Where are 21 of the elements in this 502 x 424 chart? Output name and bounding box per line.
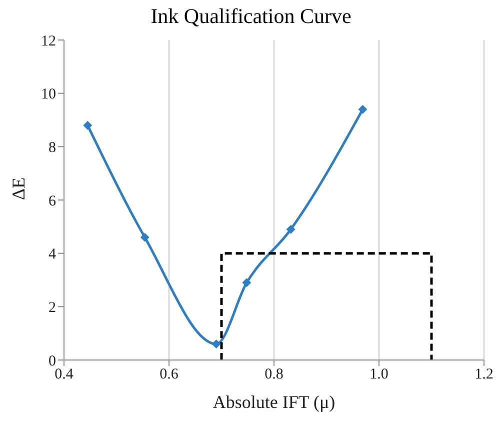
point: [358, 104, 368, 114]
x-tick-label: 1.2: [474, 366, 494, 383]
y-tick-label: 0: [48, 353, 56, 370]
x-tick-label: 0.4: [54, 366, 74, 383]
y-tick-label: 8: [48, 140, 56, 156]
y-tick-label: 4: [48, 246, 56, 263]
point: [140, 232, 150, 242]
x-axis-title: Absolute IFT (μ): [212, 392, 336, 412]
y-tick-label: 6: [48, 193, 56, 210]
x-tick-label: 0.6: [160, 366, 179, 383]
y-tick-label: 12: [41, 33, 56, 50]
chart-title: Ink Qualification Curve: [150, 4, 352, 30]
y-tick-label: 10: [41, 86, 56, 103]
point: [242, 278, 252, 288]
x-tick-label: 0.8: [264, 366, 284, 383]
y-axis-title: ΔE: [8, 177, 28, 200]
y-tick-label: 2: [48, 300, 56, 316]
point: [83, 120, 92, 130]
point: [286, 224, 296, 234]
x-tick-label: 1.0: [370, 366, 388, 383]
point: [212, 340, 221, 348]
